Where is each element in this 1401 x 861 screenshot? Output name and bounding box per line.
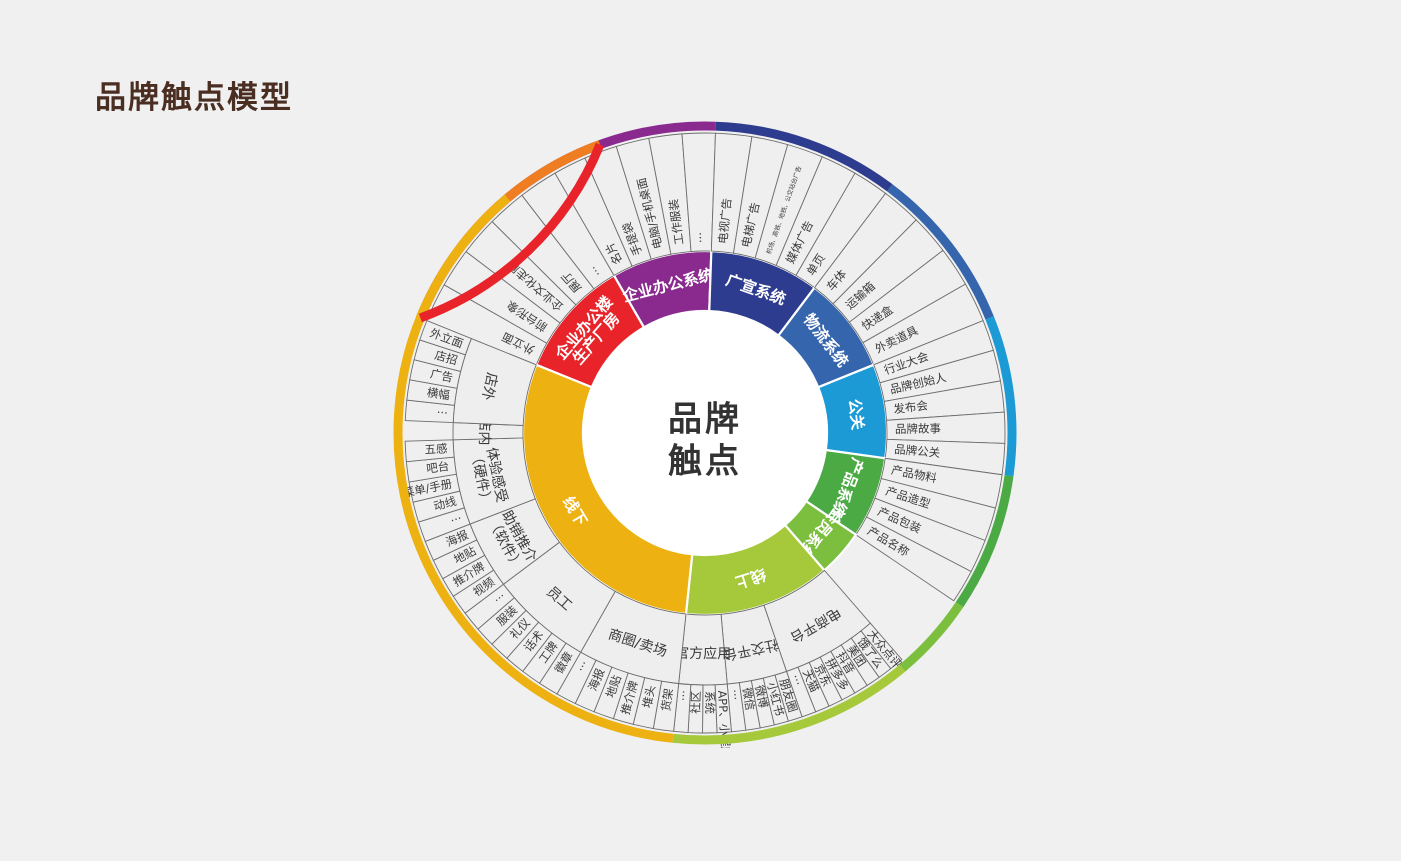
leaf-label: ··· xyxy=(676,690,691,702)
leaf-label: 电视广告 xyxy=(716,197,734,244)
center-circle xyxy=(583,311,827,555)
outer-band-arc-8 xyxy=(393,277,674,743)
leaf-label: 社区 xyxy=(688,691,703,714)
leaf-label: ··· xyxy=(788,672,805,687)
outer-band-arc-2 xyxy=(715,121,893,192)
leaf-label: 品牌故事 xyxy=(895,421,941,436)
outer-band-arc-7 xyxy=(672,664,906,745)
brand-touchpoint-sunburst-chart: 企业办公楼生产厂房 外立面 前台形象 企业文化走廊 展厅 ··· 企业办公系统 名片 手提袋 电脑… xyxy=(390,118,1020,748)
outer-band-arc-6 xyxy=(899,602,964,672)
leaf-label: 工作服装 xyxy=(666,198,686,246)
leaf-label: 货架 xyxy=(659,687,676,712)
leaf-label: ··· xyxy=(436,405,448,420)
leaf-label: 堆头 xyxy=(640,684,658,709)
leaf-label: ··· xyxy=(693,232,707,243)
leaf-label: 微信 xyxy=(740,686,757,711)
leaf-segment[interactable] xyxy=(419,320,472,356)
ring2-label: 官方应用 xyxy=(675,645,731,662)
page-title: 品牌触点模型 xyxy=(95,80,293,116)
center-title-line1: 品牌 xyxy=(668,400,742,440)
outer-band-arc-11 xyxy=(418,142,605,323)
outer-band-arc-10 xyxy=(504,140,602,202)
ring1-label-公关: 公关 xyxy=(846,398,869,432)
leaf-label: 系统 xyxy=(703,691,717,715)
leaf-label: 广告 xyxy=(429,366,454,385)
leaf-label: APP、小程序 xyxy=(715,690,733,748)
leaf-label: 品牌公关 xyxy=(894,442,942,460)
leaf-label: 吧台 xyxy=(425,459,450,476)
leaf-label: 店招 xyxy=(433,348,459,368)
leaf-label: ··· xyxy=(727,689,742,701)
outer-band-arc-4 xyxy=(985,316,1017,477)
ring2-label: 店外 xyxy=(478,371,500,402)
outer-band-arc-3 xyxy=(887,184,994,320)
leaf-label: ··· xyxy=(449,511,464,528)
leaf-label: 五感 xyxy=(424,441,448,456)
outer-band-arc-9 xyxy=(435,194,511,282)
leaf-label: 横幅 xyxy=(426,385,451,402)
outer-band-arc-5 xyxy=(955,475,1014,608)
center-title-line2: 触点 xyxy=(668,442,742,482)
leaf-label: 微博 xyxy=(752,684,771,710)
leaf-label: 发布会 xyxy=(893,398,929,416)
leaf-label: 动线 xyxy=(432,494,458,514)
